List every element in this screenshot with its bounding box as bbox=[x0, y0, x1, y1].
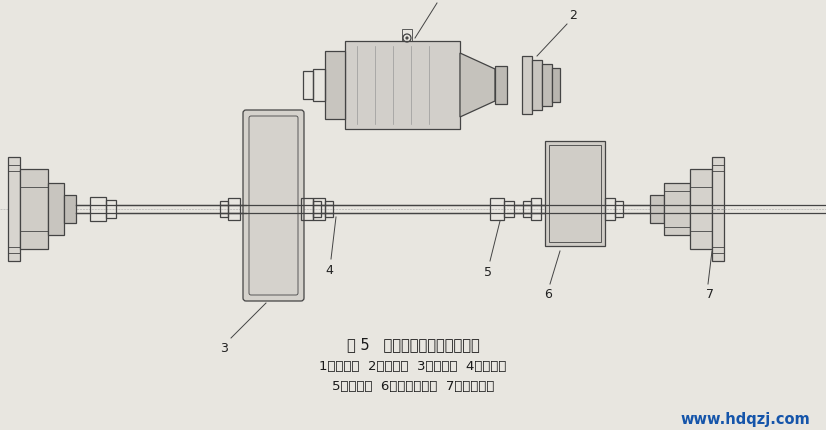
Text: 5: 5 bbox=[484, 265, 492, 278]
Bar bbox=[490, 199, 504, 221]
Bar bbox=[90, 197, 106, 221]
Bar bbox=[313, 70, 325, 102]
Text: 4: 4 bbox=[325, 263, 333, 276]
Bar bbox=[8, 158, 20, 261]
Bar bbox=[313, 202, 321, 218]
Bar bbox=[20, 187, 48, 231]
Bar bbox=[552, 69, 560, 103]
Text: www.hdqzj.com: www.hdqzj.com bbox=[681, 412, 810, 427]
Bar bbox=[545, 141, 605, 246]
Bar bbox=[690, 187, 712, 231]
Bar bbox=[48, 184, 64, 236]
Bar bbox=[664, 191, 690, 227]
Bar bbox=[402, 30, 412, 42]
Text: 7: 7 bbox=[706, 288, 714, 301]
Bar bbox=[542, 65, 552, 107]
Bar bbox=[301, 199, 313, 221]
Bar bbox=[345, 42, 460, 130]
Bar bbox=[303, 72, 313, 100]
Bar bbox=[64, 196, 76, 224]
Text: 6: 6 bbox=[544, 288, 552, 301]
Bar bbox=[228, 199, 240, 221]
Bar bbox=[313, 199, 325, 221]
Bar bbox=[504, 202, 514, 218]
Bar bbox=[20, 169, 48, 249]
Text: 图 5   小车运行机构传动系统图: 图 5 小车运行机构传动系统图 bbox=[347, 337, 479, 352]
Bar bbox=[220, 202, 228, 218]
Bar bbox=[523, 202, 531, 218]
Bar bbox=[106, 200, 116, 218]
Bar bbox=[664, 184, 690, 236]
FancyBboxPatch shape bbox=[243, 111, 304, 301]
Text: 2: 2 bbox=[569, 9, 577, 22]
Bar bbox=[712, 158, 724, 261]
Text: 3: 3 bbox=[220, 342, 228, 355]
Text: 1、电动机  2、制动器  3、减速器  4、补偿轴: 1、电动机 2、制动器 3、减速器 4、补偿轴 bbox=[320, 359, 506, 373]
Bar bbox=[522, 57, 532, 115]
Polygon shape bbox=[460, 54, 495, 118]
Bar bbox=[605, 199, 615, 221]
Bar bbox=[549, 146, 601, 243]
Bar bbox=[325, 52, 345, 120]
Bar bbox=[531, 199, 541, 221]
Bar bbox=[325, 202, 333, 218]
Bar bbox=[615, 202, 623, 218]
Bar bbox=[532, 61, 542, 111]
Bar bbox=[650, 196, 664, 224]
Bar bbox=[495, 67, 507, 105]
Text: 5、联轴器  6、角形轴承箱  7、小车车轮: 5、联轴器 6、角形轴承箱 7、小车车轮 bbox=[332, 380, 494, 393]
Bar bbox=[690, 169, 712, 249]
Circle shape bbox=[406, 38, 408, 40]
